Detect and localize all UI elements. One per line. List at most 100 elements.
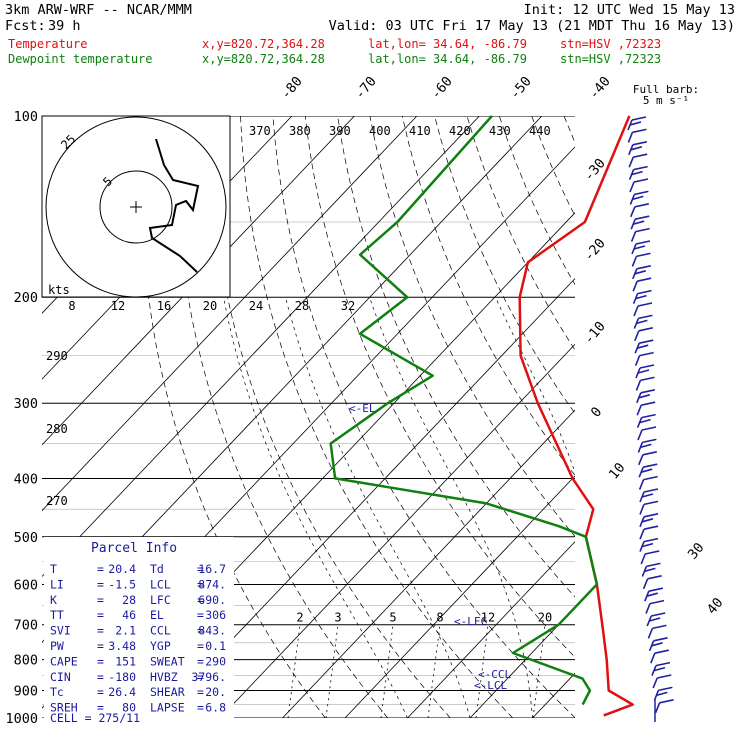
parcel-info-cell: HVBZ: [150, 670, 178, 684]
isotherm: [469, 606, 575, 718]
isotherm: [42, 116, 480, 578]
parcel-info-cell: =: [97, 685, 104, 699]
parcel-info-cell: K: [50, 593, 57, 607]
isotherm-label-top: -60: [428, 74, 456, 103]
parcel-info-cell: =: [97, 639, 104, 653]
parcel-info-cell: =: [197, 608, 204, 622]
dewpoint-trace: [329, 115, 599, 706]
dewpoint-xy: x,y=820.72,364.28: [202, 52, 325, 66]
pressure-label-200: 200: [14, 290, 38, 306]
theta-label: 400: [369, 124, 391, 138]
isotherm: [282, 409, 575, 718]
wind-barb: [652, 674, 672, 689]
speed-label: 24: [249, 299, 263, 313]
temperature-xy: x,y=820.72,364.28: [202, 37, 325, 51]
parcel-info-title: Parcel Info: [91, 541, 177, 556]
dry-adiabat: [207, 116, 451, 718]
wind-barb: [630, 227, 650, 242]
parcel-info-background: [44, 537, 234, 727]
wind-barb: [651, 661, 671, 676]
speed-label: 20: [203, 299, 217, 313]
dry-adiabat-label: 270: [46, 494, 68, 508]
mixing-ratio-line: [475, 624, 489, 718]
lcl-marker: <-LCL: [474, 679, 507, 692]
mixing-ratio-line: [427, 624, 441, 718]
wind-barb: [630, 203, 649, 218]
wind-barb: [639, 500, 659, 515]
wind-barb: [636, 389, 655, 404]
moist-adiabat: [285, 297, 471, 718]
wind-barb: [641, 562, 661, 577]
parcel-info-cell: 843.: [198, 624, 226, 638]
parcel-info-cell: T: [50, 562, 57, 576]
forecast-label: Fcst:: [5, 18, 46, 34]
temperature-station: stn=HSV ,72323: [560, 37, 661, 51]
wind-barb: [627, 128, 647, 143]
parcel-info-cell: YGP: [150, 639, 171, 653]
wind-barb: [633, 302, 653, 317]
isotherm: [720, 116, 740, 718]
speed-label: 8: [68, 299, 75, 313]
wind-barb: [639, 537, 659, 552]
isotherm-label-top: -70: [352, 74, 380, 103]
forecast-hour: 39 h: [48, 18, 81, 34]
theta-label: 390: [329, 124, 351, 138]
parcel-info-cell: =: [97, 577, 104, 591]
wind-barb: [630, 215, 650, 230]
pressure-label-100: 100: [14, 109, 38, 125]
parcel-info-cell: 80: [122, 701, 136, 715]
parcel-info-cell: TT: [50, 608, 64, 622]
parcel-info-cell: 3.48: [108, 639, 136, 653]
wind-barb: [627, 116, 647, 131]
pressure-label-700: 700: [14, 618, 38, 634]
parcel-info-cell: 151: [115, 654, 136, 668]
wind-barb: [628, 153, 648, 168]
mixing-ratio-line: [532, 624, 546, 718]
parcel-cell-motion: CELL = 275/11: [50, 711, 140, 725]
parcel-info-cell: =: [97, 593, 104, 607]
parcel-info-cell: =: [97, 654, 104, 668]
isotherm-label-right: 30: [685, 540, 708, 563]
dewpoint-station: stn=HSV ,72323: [560, 52, 661, 66]
wind-barb: [629, 190, 649, 205]
dry-adiabat-label: 280: [46, 422, 68, 436]
dry-adiabat: [498, 116, 575, 286]
dry-adiabat: [369, 116, 575, 537]
isotherm-label-right: 10: [606, 460, 629, 483]
parcel-info-cell: =: [197, 685, 204, 699]
parcel-info-cell: 28: [122, 593, 136, 607]
parcel-info-cell: SHEAR: [150, 685, 185, 699]
dry-adiabat: [337, 116, 575, 598]
theta-label: 410: [409, 124, 431, 138]
isotherm-label-top: -50: [507, 74, 535, 103]
parcel-info-cell: SREH: [50, 701, 78, 715]
wind-barb: [634, 327, 653, 342]
mixing-ratio-line: [287, 624, 301, 718]
wind-barb: [629, 178, 649, 193]
moist-adiabat: [223, 297, 408, 718]
isotherm: [157, 277, 575, 718]
isotherm-label-top: -80: [278, 74, 306, 103]
parcel-info-cell: LAPSE: [150, 701, 185, 715]
parcel-info-cell: CAPE: [50, 654, 78, 668]
mixing-ratio-label-20: 20: [538, 611, 552, 625]
wind-barb: [634, 351, 654, 366]
wind-barb: [638, 451, 657, 466]
isotherm-label-right: -30: [581, 156, 609, 185]
wind-barb: [650, 649, 669, 664]
dry-adiabat: [304, 116, 575, 658]
parcel-info-cell: 0.1: [205, 639, 226, 653]
mixing-ratio-line: [325, 624, 339, 718]
parcel-info-cell: EL: [150, 608, 164, 622]
speed-label: 32: [341, 299, 355, 313]
temperature-trace: [518, 115, 634, 717]
wind-barb: [639, 488, 659, 503]
parcel-info-cell: =: [97, 670, 104, 684]
theta-label: 370: [249, 124, 271, 138]
moist-adiabat: [369, 297, 533, 718]
isotherm: [219, 343, 575, 718]
parcel-info-cell: 46: [122, 608, 136, 622]
parcel-info-cell: SVI: [50, 624, 71, 638]
hodograph-trace: [148, 138, 200, 273]
wind-barb: [647, 624, 667, 639]
